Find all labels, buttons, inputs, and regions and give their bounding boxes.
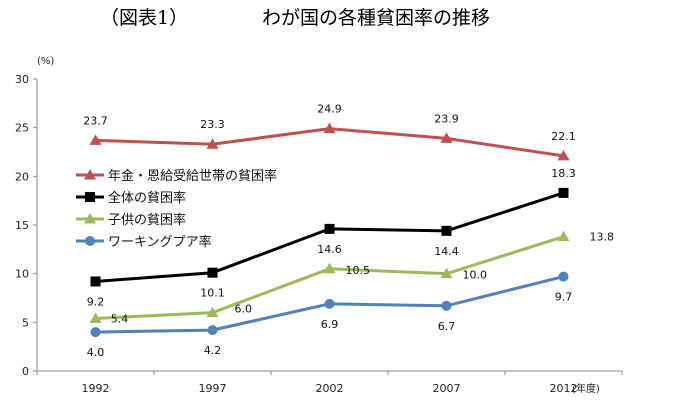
legend-item: 全体の貧困率	[76, 190, 186, 206]
data-label: 23.9	[434, 112, 459, 125]
data-point	[90, 276, 101, 287]
x-tick-label: 2007	[433, 382, 461, 395]
series-4: 4.0 4.2 6.9 6.7 9.7	[87, 271, 573, 359]
y-tick-label: 10	[15, 268, 29, 281]
data-label: 5.4	[111, 312, 129, 325]
data-label: 13.8	[590, 231, 615, 244]
data-label: 14.6	[317, 243, 342, 256]
data-point	[558, 187, 569, 198]
data-label: 23.3	[200, 118, 225, 131]
data-label: 4.0	[87, 346, 105, 359]
data-point	[440, 267, 453, 279]
axes: 0 5 10 15 20 25 30 1992 1997 2002 2007 2012	[15, 73, 623, 395]
data-point	[440, 132, 453, 143]
legend-marker	[84, 169, 96, 180]
data-label: 6.7	[438, 320, 456, 333]
y-tick-label: 15	[15, 219, 29, 232]
data-label: 14.4	[434, 245, 459, 258]
chart-title: わが国の各種貧困率の推移	[262, 7, 490, 29]
data-point	[90, 327, 101, 338]
data-point	[324, 298, 335, 309]
y-axis-unit: (%)	[37, 56, 54, 67]
x-tick-label: 1992	[82, 382, 110, 395]
data-label: 6.9	[321, 318, 339, 331]
data-point	[206, 306, 219, 318]
data-label: 9.7	[555, 291, 573, 304]
y-tick-label: 0	[22, 365, 29, 378]
data-label: 18.3	[551, 167, 576, 180]
data-point	[323, 122, 336, 134]
x-tick-label: 2012	[550, 382, 578, 395]
data-label: 4.2	[204, 344, 222, 357]
data-point	[323, 262, 336, 274]
data-label: 6.0	[235, 303, 253, 316]
x-tick-label: 2002	[316, 382, 344, 395]
data-point	[207, 325, 218, 336]
chart-figure-number: （図表1）	[100, 7, 188, 29]
data-point	[324, 223, 335, 234]
x-tick-label: 1997	[199, 382, 227, 395]
legend-marker	[84, 213, 96, 224]
data-point	[206, 138, 219, 149]
series-2: 9.2 10.1 14.6 14.4 18.3	[87, 167, 576, 309]
legend-label: 子供の貧困率	[108, 212, 186, 228]
data-point	[558, 271, 569, 282]
data-point	[89, 312, 102, 323]
data-label: 22.1	[551, 130, 576, 143]
data-point	[89, 134, 102, 145]
y-tick-label: 20	[15, 170, 29, 183]
legend-label: ワーキングプア率	[108, 234, 212, 250]
legend-marker	[85, 236, 95, 246]
data-label: 10.1	[200, 287, 225, 300]
data-label: 9.2	[87, 295, 105, 308]
series-layer: 23.7 23.3 24.9 23.9 22.1 9.2 10.1 14.6 14.4 18.3 5…	[83, 103, 614, 359]
series-1: 23.7 23.3 24.9 23.9 22.1	[83, 103, 576, 161]
data-point	[557, 149, 570, 161]
legend-item: 年金・恩給受給世帯の貧困率	[76, 168, 277, 184]
y-tick-label: 25	[15, 122, 29, 135]
legend-item: ワーキングプア率	[76, 234, 212, 250]
legend-item: 子供の貧困率	[76, 212, 186, 228]
data-point	[207, 267, 218, 278]
series-3: 5.4 6.0 10.5 10.0 13.8	[89, 230, 615, 325]
y-tick-label: 5	[22, 316, 29, 329]
legend-label: 全体の貧困率	[108, 190, 186, 206]
x-axis-unit: (年度)	[572, 382, 600, 395]
data-point	[557, 230, 570, 242]
data-point	[441, 225, 452, 236]
data-label: 23.7	[83, 114, 108, 127]
data-label: 10.0	[463, 269, 488, 282]
y-tick-label: 30	[15, 73, 29, 86]
data-point	[441, 300, 452, 311]
data-label: 24.9	[317, 103, 342, 116]
legend-label: 年金・恩給受給世帯の貧困率	[108, 168, 277, 184]
data-label: 10.5	[346, 264, 371, 277]
legend-marker	[85, 192, 95, 202]
